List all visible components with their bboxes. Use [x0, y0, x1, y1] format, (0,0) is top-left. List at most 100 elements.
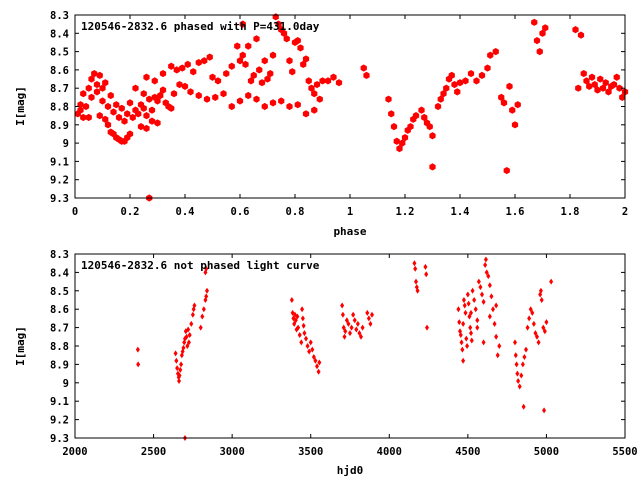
- data-point: [302, 55, 310, 63]
- data-point: [168, 62, 175, 70]
- data-point: [591, 80, 598, 89]
- data-point: [475, 324, 480, 331]
- data-point: [481, 339, 486, 346]
- x-tick-label: 2000: [62, 446, 87, 458]
- y-tick-label: 8.3: [50, 249, 69, 261]
- data-point: [519, 372, 524, 379]
- data-point: [451, 80, 458, 89]
- data-point: [498, 93, 505, 101]
- data-point: [497, 343, 502, 349]
- data-point: [91, 69, 98, 78]
- data-point: [99, 84, 106, 92]
- data-point: [506, 82, 513, 90]
- data-point: [151, 77, 158, 85]
- x-tick-label: 2: [622, 206, 628, 218]
- data-point: [513, 339, 517, 346]
- x-tick-label: 5500: [612, 446, 637, 458]
- data-point: [335, 79, 343, 87]
- data-point: [588, 73, 596, 81]
- data-point: [204, 265, 209, 272]
- data-point: [236, 97, 244, 105]
- data-point: [542, 24, 549, 32]
- data-point: [359, 333, 363, 340]
- data-point: [429, 132, 436, 140]
- data-point: [473, 306, 478, 313]
- y-tick-label: 8.6: [50, 65, 69, 77]
- data-point: [195, 91, 202, 100]
- data-point: [198, 324, 203, 331]
- unphased-y-axis-label: I[mag]: [14, 326, 27, 366]
- data-point: [522, 354, 527, 361]
- data-point: [468, 324, 473, 331]
- data-point: [261, 57, 268, 65]
- data-point: [292, 320, 297, 327]
- data-point: [412, 260, 417, 267]
- data-point: [308, 339, 313, 346]
- data-point: [250, 71, 257, 79]
- data-point: [295, 313, 300, 320]
- unphased-x-axis-label: hjd0: [337, 464, 364, 477]
- data-point: [310, 346, 315, 353]
- data-point: [343, 328, 348, 335]
- data-point: [316, 368, 321, 375]
- data-point: [399, 139, 406, 147]
- data-point: [542, 328, 547, 335]
- data-point: [527, 315, 532, 322]
- data-point: [99, 97, 106, 105]
- data-point: [181, 344, 186, 351]
- data-point: [129, 113, 136, 122]
- data-point: [461, 357, 466, 364]
- data-point: [491, 306, 495, 313]
- data-point: [536, 48, 543, 56]
- unphased-plot-title: 120546-2832.6 not phased light curve: [81, 259, 320, 272]
- data-point: [344, 317, 349, 324]
- data-point: [475, 317, 480, 324]
- data-point: [401, 134, 409, 142]
- data-point: [385, 95, 392, 103]
- data-point: [286, 102, 293, 111]
- data-point: [192, 302, 197, 309]
- data-point: [467, 313, 472, 320]
- data-point: [137, 123, 145, 131]
- data-point: [278, 97, 285, 105]
- data-point: [494, 333, 499, 340]
- data-point: [115, 113, 123, 122]
- data-point: [154, 97, 161, 105]
- data-point: [126, 130, 134, 138]
- data-point: [538, 287, 543, 294]
- data-point: [209, 73, 216, 81]
- data-point: [189, 320, 194, 327]
- data-point: [264, 75, 271, 83]
- data-point: [302, 330, 307, 337]
- data-point: [319, 77, 326, 85]
- data-point: [253, 95, 260, 103]
- data-point: [140, 104, 147, 112]
- y-tick-label: 8.5: [50, 286, 69, 298]
- data-point: [363, 71, 370, 79]
- x-tick-label: 1.8: [561, 206, 580, 218]
- data-point: [388, 110, 395, 118]
- data-point: [489, 293, 494, 300]
- data-point: [96, 71, 103, 79]
- data-point: [286, 57, 293, 65]
- data-point: [236, 57, 244, 65]
- x-tick-label: 1.4: [451, 206, 470, 218]
- data-point: [308, 84, 315, 92]
- data-point: [85, 84, 92, 92]
- phased-y-axis: 8.3 8.4 8.5 8.6 8.7 8.8 8.9 9 9.1 9.2 9.3: [50, 10, 625, 205]
- data-point: [305, 77, 312, 85]
- data-point: [157, 91, 164, 100]
- data-point: [88, 93, 95, 101]
- data-point: [340, 302, 345, 309]
- data-point: [535, 333, 539, 340]
- data-point: [370, 311, 374, 318]
- data-point: [88, 75, 95, 83]
- data-point: [178, 366, 183, 373]
- data-point: [461, 320, 466, 327]
- data-point: [495, 352, 500, 359]
- data-point: [173, 66, 180, 74]
- data-point: [132, 84, 139, 92]
- data-point: [176, 80, 183, 89]
- data-point: [177, 372, 182, 379]
- data-point: [107, 91, 114, 100]
